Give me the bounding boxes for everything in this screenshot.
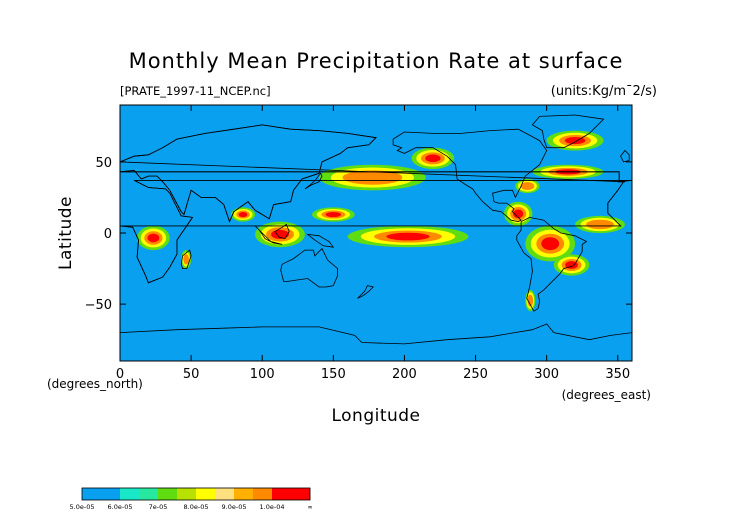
x-tick-label: 100: [250, 367, 275, 382]
coastline: [620, 149, 630, 163]
precip-contour: [238, 211, 248, 218]
colorbar-label: 5.0e-05: [70, 503, 95, 511]
coastline: [392, 128, 548, 223]
colorbar: 5.0e-05 6.0e-05 7e-05 8.0e-05 9.0e-05 1.0e-04…: [70, 487, 313, 511]
colorbar-label: ∞: [307, 503, 312, 511]
colorbar-swatch: [234, 488, 254, 500]
precip-contour: [147, 233, 160, 243]
y-tick-label: 50: [95, 156, 112, 171]
colorbar-swatch: [272, 488, 292, 500]
y-axis: 50 0 −50: [85, 156, 632, 313]
coastlines: [120, 114, 632, 361]
colorbar-swatch: [101, 488, 121, 500]
colorbar-frame: [81, 487, 311, 501]
colorbar-label: 8.0e-05: [184, 503, 209, 511]
x-tick-label: 300: [534, 367, 559, 382]
colorbar-swatch: [177, 488, 197, 500]
colorbar-swatch: [253, 488, 273, 500]
coastline: [120, 323, 632, 361]
x-tick-label: 350: [605, 367, 630, 382]
coastline: [180, 249, 192, 269]
units-label: (units:Kg/m¯2/s): [551, 84, 657, 99]
colorbar-swatch: [139, 488, 159, 500]
precip-contour: [513, 209, 524, 219]
x-axis: 0 50 100 150 200 250 300 350: [116, 105, 630, 382]
precip-contour: [325, 211, 342, 218]
coastline-wrap: [120, 124, 625, 223]
precip-contour: [183, 254, 189, 265]
precip-contour: [586, 219, 614, 230]
coastline: [531, 114, 605, 149]
coastline: [516, 216, 588, 312]
x-tick-label: 0: [116, 367, 124, 382]
x-tick-label: 200: [392, 367, 417, 382]
x-tick-label: 150: [321, 367, 346, 382]
coastline-wrap: [120, 180, 632, 284]
chart-title: Monthly Mean Precipitation Rate at surfa…: [129, 49, 624, 73]
dataset-label: [PRATE_1997-11_NCEP.nc]: [120, 84, 271, 98]
coastline: [254, 225, 283, 245]
y-unit-label: (degrees_north): [47, 377, 143, 391]
precip-contour: [527, 294, 534, 307]
colorbar-swatch: [82, 488, 102, 500]
colorbar-swatch: [215, 488, 235, 500]
precip-contour: [520, 182, 535, 191]
x-axis-label: Longitude: [331, 406, 420, 426]
coastline: [357, 285, 374, 299]
precip-contour: [425, 154, 441, 163]
coastline: [304, 172, 323, 190]
colorbar-swatch: [158, 488, 178, 500]
colorbar-label: 1.0e-04: [260, 503, 285, 511]
x-tick-label: 50: [183, 367, 200, 382]
precip-contour: [342, 170, 403, 185]
x-unit-label: (degrees_east): [562, 388, 651, 402]
colorbar-label: 6.0e-05: [108, 503, 133, 511]
coastline: [306, 233, 335, 248]
colorbar-label: 7e-05: [149, 503, 168, 511]
colorbar-swatch: [291, 488, 311, 500]
colorbar-swatch: [120, 488, 140, 500]
coastline: [274, 223, 290, 240]
precipitation-map: [120, 105, 632, 361]
coastline: [280, 247, 338, 288]
precip-contour: [541, 237, 560, 251]
y-tick-label: −50: [85, 298, 112, 313]
x-tick-label: 250: [463, 367, 488, 382]
y-tick-label: 0: [104, 227, 112, 242]
colorbar-label: 9.0e-05: [222, 503, 247, 511]
y-axis-label: Latitude: [56, 196, 76, 270]
colorbar-swatch: [196, 488, 216, 500]
precip-contour: [386, 232, 430, 241]
